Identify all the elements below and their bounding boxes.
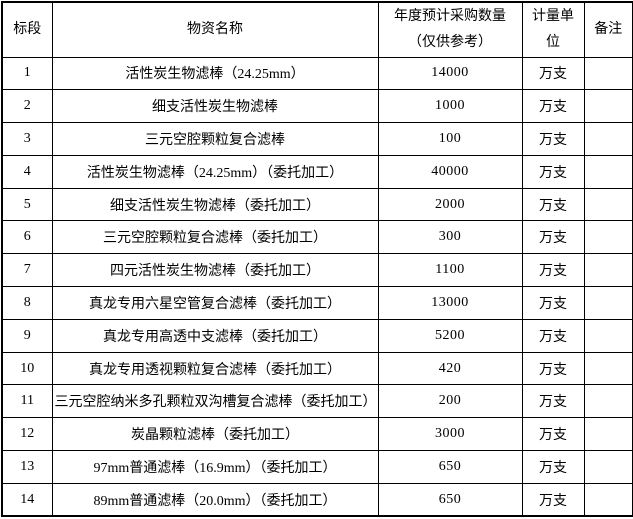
quantity-cell: 300 <box>377 220 523 255</box>
remark-cell <box>583 384 633 419</box>
table-header: 标段 物资名称 年度预计采购数量 （仅供参考） 计量单 位 备注 <box>1 1 633 58</box>
unit-cell: 万支 <box>521 384 585 419</box>
unit-cell: 万支 <box>521 253 585 288</box>
col-header-quantity-line1: 年度预计采购数量 <box>394 8 506 24</box>
remark-cell <box>583 351 633 386</box>
unit-cell: 万支 <box>521 187 585 222</box>
col-header-unit-line1: 计量单 <box>532 8 574 24</box>
table-row: 13 97mm普通滤棒（16.9mm）（委托加工） 650 万支 <box>1 450 633 484</box>
material-name-cell: 活性炭生物滤棒（24.25mm） <box>51 56 379 91</box>
quantity-cell: 100 <box>377 122 523 156</box>
material-name-cell: 89mm普通滤棒（20.0mm）（委托加工） <box>51 482 379 517</box>
header-row: 标段 物资名称 年度预计采购数量 （仅供参考） 计量单 位 备注 <box>1 1 633 58</box>
quantity-cell: 650 <box>377 482 523 517</box>
quantity-cell: 14000 <box>377 56 523 91</box>
section-cell: 9 <box>1 318 53 353</box>
section-cell: 1 <box>1 56 53 91</box>
table-row: 9 真龙专用高透中支滤棒（委托加工） 5200 万支 <box>1 318 633 353</box>
material-name-cell: 三元空腔颗粒复合滤棒（委托加工） <box>51 220 379 255</box>
col-header-section: 标段 <box>1 1 53 58</box>
quantity-cell: 2000 <box>377 187 523 222</box>
unit-cell: 万支 <box>521 482 585 517</box>
remark-cell <box>583 187 633 222</box>
remark-cell <box>583 122 633 156</box>
quantity-cell: 3000 <box>377 417 523 452</box>
material-name-cell: 真龙专用六星空管复合滤棒（委托加工） <box>51 286 379 320</box>
remark-cell <box>583 220 633 255</box>
quantity-cell: 1100 <box>377 253 523 288</box>
material-name-cell: 三元空腔纳米多孔颗粒双沟槽复合滤棒（委托加工） <box>51 384 379 419</box>
table-row: 4 活性炭生物滤棒（24.25mm）（委托加工） 40000 万支 <box>1 154 633 189</box>
table-row: 6 三元空腔颗粒复合滤棒（委托加工） 300 万支 <box>1 220 633 255</box>
table-row: 1 活性炭生物滤棒（24.25mm） 14000 万支 <box>1 56 633 91</box>
material-name-cell: 四元活性炭生物滤棒（委托加工） <box>51 253 379 288</box>
section-cell: 10 <box>1 351 53 386</box>
remark-cell <box>583 154 633 189</box>
table-row: 7 四元活性炭生物滤棒（委托加工） 1100 万支 <box>1 253 633 288</box>
table-row: 10 真龙专用透视颗粒复合滤棒（委托加工） 420 万支 <box>1 351 633 386</box>
unit-cell: 万支 <box>521 154 585 189</box>
table-body: 1 活性炭生物滤棒（24.25mm） 14000 万支 2 细支活性炭生物滤棒 1000 万支… <box>1 56 633 517</box>
section-cell: 13 <box>1 450 53 484</box>
remark-cell <box>583 56 633 91</box>
section-cell: 3 <box>1 122 53 156</box>
unit-cell: 万支 <box>521 220 585 255</box>
table-row: 12 炭晶颗粒滤棒（委托加工） 3000 万支 <box>1 417 633 452</box>
table-row: 5 细支活性炭生物滤棒（委托加工） 2000 万支 <box>1 187 633 222</box>
material-name-cell: 细支活性炭生物滤棒 <box>51 89 379 124</box>
section-cell: 5 <box>1 187 53 222</box>
section-cell: 6 <box>1 220 53 255</box>
quantity-cell: 420 <box>377 351 523 386</box>
col-header-unit-line2: 位 <box>546 34 560 50</box>
section-cell: 2 <box>1 89 53 124</box>
remark-cell <box>583 482 633 517</box>
unit-cell: 万支 <box>521 351 585 386</box>
table-row: 2 细支活性炭生物滤棒 1000 万支 <box>1 89 633 124</box>
col-header-unit: 计量单 位 <box>521 1 585 58</box>
section-cell: 7 <box>1 253 53 288</box>
unit-cell: 万支 <box>521 417 585 452</box>
col-header-quantity: 年度预计采购数量 （仅供参考） <box>377 1 523 58</box>
table-row: 8 真龙专用六星空管复合滤棒（委托加工） 13000 万支 <box>1 286 633 320</box>
material-name-cell: 活性炭生物滤棒（24.25mm）（委托加工） <box>51 154 379 189</box>
section-cell: 4 <box>1 154 53 189</box>
table-row: 14 89mm普通滤棒（20.0mm）（委托加工） 650 万支 <box>1 482 633 517</box>
section-cell: 14 <box>1 482 53 517</box>
material-name-cell: 真龙专用透视颗粒复合滤棒（委托加工） <box>51 351 379 386</box>
quantity-cell: 200 <box>377 384 523 419</box>
material-name-cell: 炭晶颗粒滤棒（委托加工） <box>51 417 379 452</box>
section-cell: 8 <box>1 286 53 320</box>
unit-cell: 万支 <box>521 122 585 156</box>
section-cell: 12 <box>1 417 53 452</box>
remark-cell <box>583 286 633 320</box>
quantity-cell: 13000 <box>377 286 523 320</box>
material-name-cell: 细支活性炭生物滤棒（委托加工） <box>51 187 379 222</box>
quantity-cell: 5200 <box>377 318 523 353</box>
unit-cell: 万支 <box>521 56 585 91</box>
section-cell: 11 <box>1 384 53 419</box>
unit-cell: 万支 <box>521 318 585 353</box>
remark-cell <box>583 253 633 288</box>
remark-cell <box>583 417 633 452</box>
unit-cell: 万支 <box>521 450 585 484</box>
material-name-cell: 三元空腔颗粒复合滤棒 <box>51 122 379 156</box>
remark-cell <box>583 318 633 353</box>
unit-cell: 万支 <box>521 89 585 124</box>
quantity-cell: 40000 <box>377 154 523 189</box>
col-header-remark: 备注 <box>583 1 633 58</box>
unit-cell: 万支 <box>521 286 585 320</box>
quantity-cell: 1000 <box>377 89 523 124</box>
quantity-cell: 650 <box>377 450 523 484</box>
remark-cell <box>583 450 633 484</box>
material-name-cell: 真龙专用高透中支滤棒（委托加工） <box>51 318 379 353</box>
col-header-material-name: 物资名称 <box>51 1 379 58</box>
remark-cell <box>583 89 633 124</box>
col-header-quantity-line2: （仅供参考） <box>408 34 492 50</box>
table-row: 3 三元空腔颗粒复合滤棒 100 万支 <box>1 122 633 156</box>
material-name-cell: 97mm普通滤棒（16.9mm）（委托加工） <box>51 450 379 484</box>
table-row: 11 三元空腔纳米多孔颗粒双沟槽复合滤棒（委托加工） 200 万支 <box>1 384 633 419</box>
